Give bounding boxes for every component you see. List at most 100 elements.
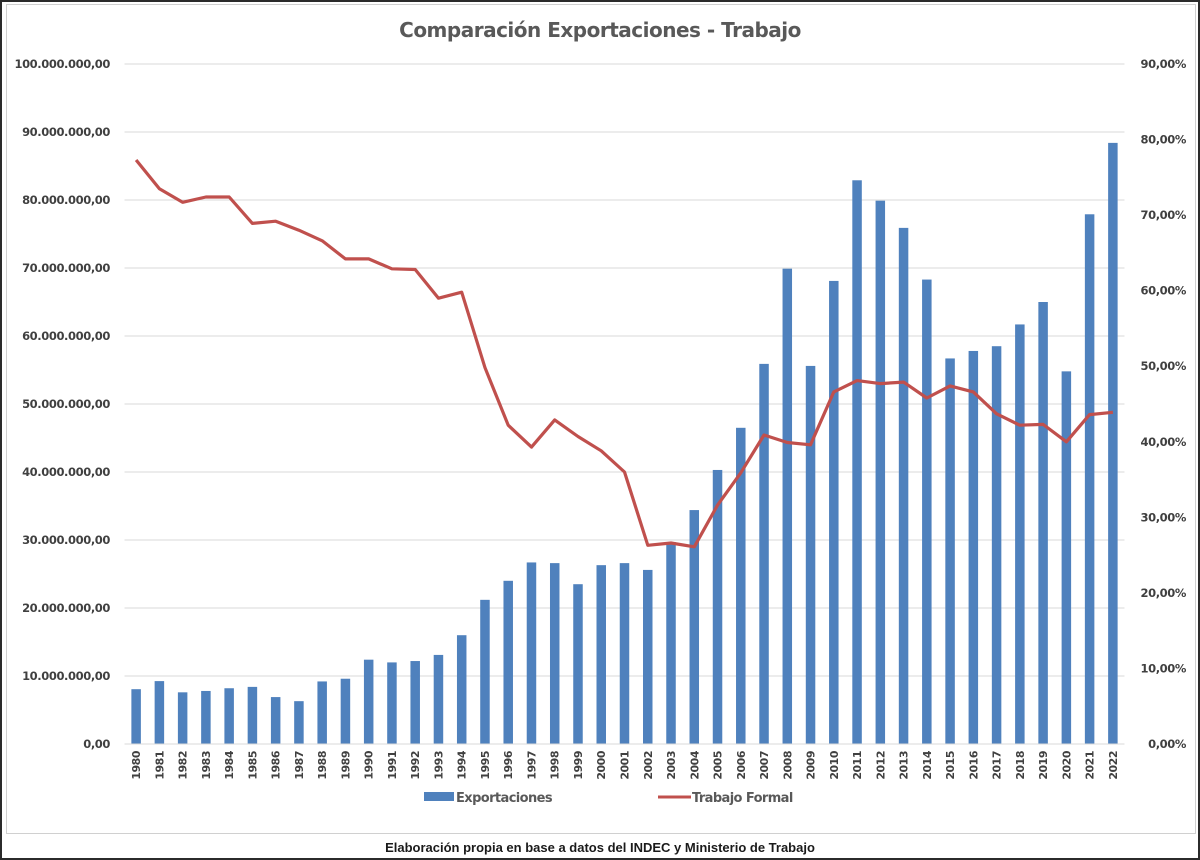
bar-exportaciones-1986: [270, 697, 281, 744]
bar-exportaciones-2000: [596, 565, 606, 744]
bar-exportaciones-2003: [666, 542, 676, 744]
left-axis-tick-label: 30.000.000,00: [22, 533, 110, 547]
x-axis-tick-label: 1998: [549, 751, 562, 780]
legend-label-trabajo-formal: Trabajo Formal: [692, 791, 793, 806]
bar-exportaciones-2017: [991, 346, 1002, 744]
x-axis-tick-label: 2011: [851, 751, 864, 780]
bar-exportaciones-2001: [619, 563, 630, 744]
right-axis-tick-label: 80,00%: [1141, 133, 1187, 147]
bar-exportaciones-1990: [363, 659, 374, 744]
bar-exportaciones-2009: [805, 365, 816, 744]
left-axis-tick-label: 50.000.000,00: [22, 397, 110, 411]
right-axis-tick-label: 60,00%: [1141, 284, 1187, 298]
x-axis-tick-label: 2003: [665, 751, 678, 780]
x-axis-tick-label: 2022: [1107, 751, 1120, 780]
bar-exportaciones-1991: [387, 662, 397, 744]
x-axis-tick-label: 2004: [688, 750, 701, 779]
bar-exportaciones-1981: [154, 681, 165, 744]
legend-swatch-exportaciones: [424, 792, 454, 801]
bar-exportaciones-2021: [1084, 214, 1095, 744]
x-axis-tick-label: 1993: [432, 751, 445, 780]
bar-exportaciones-1980: [131, 689, 141, 744]
right-axis-tick-label: 20,00%: [1141, 586, 1187, 600]
bar-exportaciones-2016: [968, 350, 979, 744]
bar-exportaciones-1993: [433, 654, 444, 744]
x-axis-tick-label: 2001: [619, 751, 632, 780]
bar-exportaciones-2013: [898, 227, 909, 744]
bar-exportaciones-2002: [643, 569, 653, 744]
bar-exportaciones-2010: [829, 280, 839, 744]
x-axis-tick-label: 2008: [781, 751, 794, 780]
x-axis-tick-label: 1989: [339, 751, 352, 780]
x-axis-tick-label: 1980: [130, 750, 143, 779]
bar-exportaciones-1983: [201, 690, 211, 744]
bar-exportaciones-1999: [573, 584, 583, 744]
bar-exportaciones-1987: [294, 701, 304, 744]
left-axis-tick-label: 100.000.000,00: [14, 57, 110, 71]
left-axis-ticks: 0,00 10.000.000,00 20.000.000,00 30.000.000…: [14, 57, 110, 751]
bar-exportaciones-2022: [1108, 142, 1118, 744]
bar-exportaciones-2004: [689, 510, 700, 744]
left-axis-tick-label: 90.000.000,00: [22, 125, 110, 139]
x-axis-tick-label: 1997: [525, 751, 538, 780]
x-axis-tick-label: 2010: [828, 750, 841, 779]
x-axis-tick-label: 2016: [967, 750, 980, 779]
bar-exportaciones-1997: [526, 562, 537, 744]
x-axis-tick-label: 1981: [153, 751, 166, 780]
x-axis-tick-label: 1984: [223, 750, 236, 779]
right-axis-tick-label: 40,00%: [1141, 435, 1187, 449]
bar-exportaciones-1984: [224, 688, 234, 744]
x-axis-tick-label: 2007: [758, 751, 771, 780]
x-axis-tick-label: 2000: [595, 750, 608, 779]
x-axis-tick-label: 1999: [572, 751, 585, 780]
left-axis-tick-label: 70.000.000,00: [22, 261, 110, 275]
x-axis-tick-label: 2005: [712, 751, 725, 780]
left-axis-tick-label: 60.000.000,00: [22, 329, 110, 343]
left-axis-tick-label: 0,00: [83, 737, 110, 751]
x-axis-tick-label: 1983: [200, 751, 213, 780]
x-axis-tick-label: 2018: [1014, 751, 1027, 780]
right-axis-tick-label: 70,00%: [1141, 208, 1187, 222]
x-axis-tick-label: 2002: [642, 751, 655, 780]
bar-exportaciones-2011: [852, 180, 862, 744]
x-axis-tick-label: 1988: [316, 751, 329, 780]
left-axis-tick-label: 80.000.000,00: [22, 193, 110, 207]
bar-exportaciones-2018: [1015, 324, 1025, 744]
bar-exportaciones-2012: [875, 200, 886, 744]
trabajo-formal-line-series: [134, 158, 1114, 549]
right-axis-tick-label: 30,00%: [1141, 510, 1187, 524]
left-axis-tick-label: 40.000.000,00: [22, 465, 110, 479]
x-axis-tick-label: 2009: [805, 751, 818, 780]
bar-exportaciones-1996: [503, 580, 513, 744]
right-axis-tick-label: 10,00%: [1141, 661, 1187, 675]
x-axis-tick-label: 2012: [874, 751, 887, 780]
legend-label-exportaciones: Exportaciones: [456, 791, 553, 806]
bar-exportaciones-2015: [945, 358, 955, 744]
x-axis-tick-label: 1982: [177, 751, 190, 780]
x-axis-tick-label: 2013: [898, 751, 911, 780]
bar-exportaciones-1995: [480, 599, 490, 744]
right-axis-tick-label: 0,00%: [1148, 737, 1187, 751]
x-axis-tick-label: 1990: [363, 750, 376, 779]
x-axis-tick-label: 1986: [270, 750, 283, 779]
bar-exportaciones-1988: [317, 681, 327, 744]
x-axis-tick-label: 1991: [386, 751, 399, 780]
bar-exportaciones-1998: [549, 563, 560, 744]
right-axis-tick-label: 90,00%: [1141, 57, 1187, 71]
x-axis-tick-label: 2021: [1084, 751, 1097, 780]
bar-exportaciones-1982: [177, 692, 188, 744]
bar-exportaciones-1985: [247, 686, 258, 744]
line-trabajo-formal: [134, 158, 1114, 549]
legend: Exportaciones Trabajo Formal: [424, 791, 793, 806]
x-axis-tick-label: 1985: [246, 751, 259, 780]
x-axis-ticks: 1980 1981 1982 1983 1984 1985 1986 1987 1988 1989…: [130, 750, 1120, 779]
bar-exportaciones-2005: [712, 469, 723, 744]
exportaciones-bars: [131, 142, 1118, 744]
x-axis-tick-label: 1995: [479, 751, 492, 780]
right-axis-ticks: 0,00% 10,00% 20,00% 30,00% 40,00% 50,00% 60,00…: [1141, 57, 1188, 751]
x-axis-tick-label: 2014: [921, 750, 934, 779]
x-axis-tick-label: 1987: [293, 751, 306, 780]
bar-exportaciones-2019: [1038, 302, 1048, 744]
bar-exportaciones-2007: [759, 363, 769, 744]
